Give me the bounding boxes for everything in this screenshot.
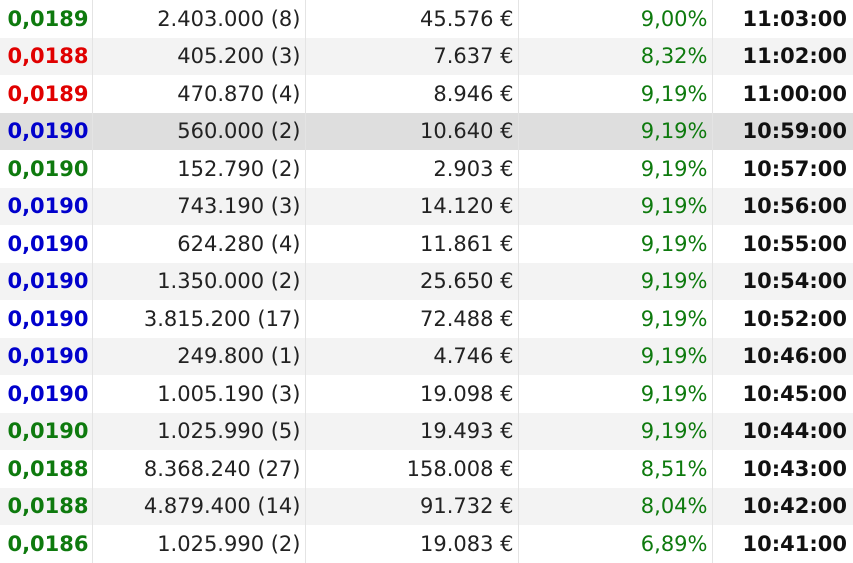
table-row: 0,0190 624.280 (4) 11.861 € 9,19% 10:55:… xyxy=(0,225,853,263)
time-cell: 10:57:00 xyxy=(711,150,853,188)
volume-cell: 405.200 (3) xyxy=(91,37,305,75)
change-percent-cell: 8,51% xyxy=(517,450,712,488)
table-row: 0,0190 3.815.200 (17) 72.488 € 9,19% 10:… xyxy=(0,300,853,338)
volume-cell: 4.879.400 (14) xyxy=(91,487,305,525)
turnover-cell: 19.083 € xyxy=(304,525,518,563)
time-cell: 11:03:00 xyxy=(711,0,853,38)
change-percent-cell: 9,19% xyxy=(517,375,712,413)
time-cell: 10:44:00 xyxy=(711,412,853,450)
table-row: 0,0190 1.025.990 (5) 19.493 € 9,19% 10:4… xyxy=(0,412,853,450)
table-row: 0,0190 743.190 (3) 14.120 € 9,19% 10:56:… xyxy=(0,187,853,225)
table-row: 0,0190 1.005.190 (3) 19.098 € 9,19% 10:4… xyxy=(0,375,853,413)
volume-cell: 560.000 (2) xyxy=(91,112,305,150)
price-cell: 0,0188 xyxy=(0,37,92,75)
turnover-cell: 2.903 € xyxy=(304,150,518,188)
table-row: 0,0188 405.200 (3) 7.637 € 8,32% 11:02:0… xyxy=(0,37,853,75)
time-cell: 10:55:00 xyxy=(711,225,853,263)
volume-cell: 1.025.990 (5) xyxy=(91,412,305,450)
price-cell: 0,0190 xyxy=(0,262,92,300)
price-cell: 0,0190 xyxy=(0,112,92,150)
time-cell: 10:56:00 xyxy=(711,187,853,225)
time-cell: 11:00:00 xyxy=(711,75,853,113)
change-percent-cell: 8,32% xyxy=(517,37,712,75)
time-cell: 10:45:00 xyxy=(711,375,853,413)
volume-cell: 3.815.200 (17) xyxy=(91,300,305,338)
price-cell: 0,0190 xyxy=(0,225,92,263)
turnover-cell: 11.861 € xyxy=(304,225,518,263)
volume-cell: 2.403.000 (8) xyxy=(91,0,305,38)
time-cell: 10:54:00 xyxy=(711,262,853,300)
change-percent-cell: 9,19% xyxy=(517,150,712,188)
table-row: 0,0190 249.800 (1) 4.746 € 9,19% 10:46:0… xyxy=(0,337,853,375)
turnover-cell: 91.732 € xyxy=(304,487,518,525)
change-percent-cell: 9,19% xyxy=(517,337,712,375)
volume-cell: 624.280 (4) xyxy=(91,225,305,263)
turnover-cell: 14.120 € xyxy=(304,187,518,225)
volume-cell: 8.368.240 (27) xyxy=(91,450,305,488)
change-percent-cell: 9,19% xyxy=(517,75,712,113)
volume-cell: 1.350.000 (2) xyxy=(91,262,305,300)
volume-cell: 152.790 (2) xyxy=(91,150,305,188)
table-row: 0,0188 8.368.240 (27) 158.008 € 8,51% 10… xyxy=(0,450,853,488)
change-percent-cell: 8,04% xyxy=(517,487,712,525)
time-cell: 11:02:00 xyxy=(711,37,853,75)
table-row: 0,0189 2.403.000 (8) 45.576 € 9,00% 11:0… xyxy=(0,0,853,38)
price-cell: 0,0190 xyxy=(0,187,92,225)
change-percent-cell: 9,19% xyxy=(517,300,712,338)
volume-cell: 743.190 (3) xyxy=(91,187,305,225)
price-cell: 0,0188 xyxy=(0,450,92,488)
volume-cell: 1.025.990 (2) xyxy=(91,525,305,563)
time-cell: 10:43:00 xyxy=(711,450,853,488)
turnover-cell: 10.640 € xyxy=(304,112,518,150)
table-row: 0,0186 1.025.990 (2) 19.083 € 6,89% 10:4… xyxy=(0,525,853,563)
change-percent-cell: 9,00% xyxy=(517,0,712,38)
turnover-cell: 72.488 € xyxy=(304,300,518,338)
table-row: 0,0190 152.790 (2) 2.903 € 9,19% 10:57:0… xyxy=(0,150,853,188)
change-percent-cell: 9,19% xyxy=(517,262,712,300)
table-row: 0,0190 560.000 (2) 10.640 € 9,19% 10:59:… xyxy=(0,112,853,150)
change-percent-cell: 9,19% xyxy=(517,412,712,450)
table-row: 0,0190 1.350.000 (2) 25.650 € 9,19% 10:5… xyxy=(0,262,853,300)
time-cell: 10:52:00 xyxy=(711,300,853,338)
time-cell: 10:42:00 xyxy=(711,487,853,525)
price-cell: 0,0190 xyxy=(0,150,92,188)
volume-cell: 249.800 (1) xyxy=(91,337,305,375)
price-cell: 0,0189 xyxy=(0,0,92,38)
price-cell: 0,0190 xyxy=(0,300,92,338)
turnover-cell: 7.637 € xyxy=(304,37,518,75)
time-cell: 10:46:00 xyxy=(711,337,853,375)
change-percent-cell: 6,89% xyxy=(517,525,712,563)
time-cell: 10:41:00 xyxy=(711,525,853,563)
change-percent-cell: 9,19% xyxy=(517,187,712,225)
price-cell: 0,0190 xyxy=(0,375,92,413)
table-row: 0,0189 470.870 (4) 8.946 € 9,19% 11:00:0… xyxy=(0,75,853,113)
price-cell: 0,0186 xyxy=(0,525,92,563)
turnover-cell: 158.008 € xyxy=(304,450,518,488)
table-row: 0,0188 4.879.400 (14) 91.732 € 8,04% 10:… xyxy=(0,487,853,525)
price-cell: 0,0189 xyxy=(0,75,92,113)
time-cell: 10:59:00 xyxy=(711,112,853,150)
price-cell: 0,0190 xyxy=(0,412,92,450)
price-cell: 0,0190 xyxy=(0,337,92,375)
price-cell: 0,0188 xyxy=(0,487,92,525)
change-percent-cell: 9,19% xyxy=(517,225,712,263)
turnover-cell: 45.576 € xyxy=(304,0,518,38)
turnover-cell: 19.098 € xyxy=(304,375,518,413)
turnover-cell: 25.650 € xyxy=(304,262,518,300)
turnover-cell: 8.946 € xyxy=(304,75,518,113)
turnover-cell: 4.746 € xyxy=(304,337,518,375)
change-percent-cell: 9,19% xyxy=(517,112,712,150)
turnover-cell: 19.493 € xyxy=(304,412,518,450)
volume-cell: 470.870 (4) xyxy=(91,75,305,113)
volume-cell: 1.005.190 (3) xyxy=(91,375,305,413)
